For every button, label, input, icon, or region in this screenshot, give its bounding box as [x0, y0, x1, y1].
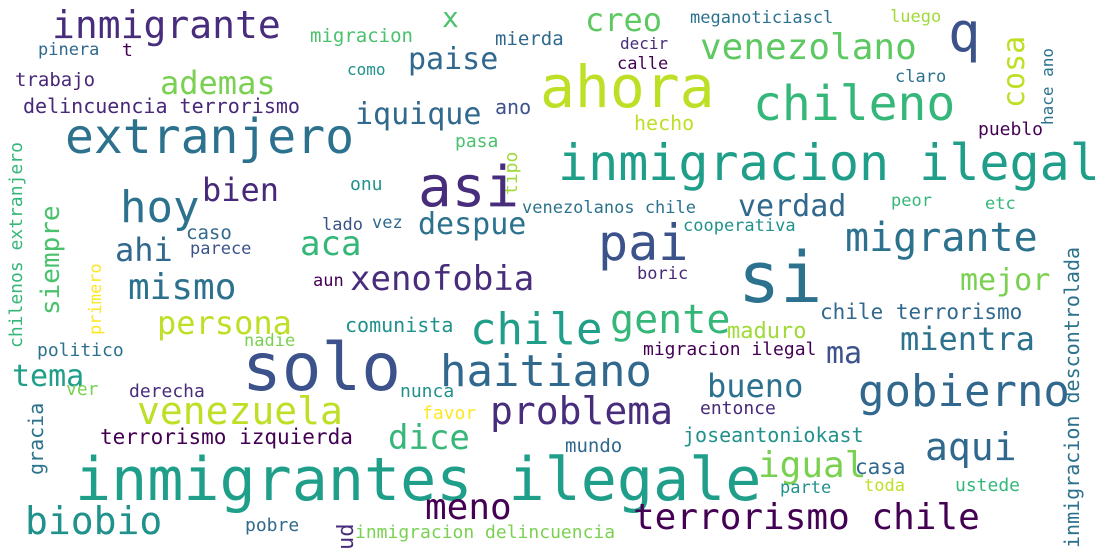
- word-persona: persona: [157, 304, 292, 342]
- word-bien: bien: [202, 171, 280, 209]
- word-maduro: maduro: [727, 319, 807, 344]
- word-delincuencia-terrorismo: delincuencia terrorismo: [23, 94, 300, 118]
- word-creo: creo: [585, 1, 663, 39]
- word-t: t: [122, 40, 133, 61]
- word-meno: meno: [425, 487, 512, 528]
- word-gracia: gracia: [24, 402, 48, 475]
- word-claro: claro: [895, 67, 947, 87]
- word-inmigracion-ilegal: inmigracion ilegal: [558, 134, 1100, 192]
- word-pai: pai: [598, 214, 689, 272]
- word-nadie: nadie: [244, 331, 296, 351]
- word-hace-ano: hace ano: [1038, 47, 1057, 125]
- word-ano: ano: [495, 95, 532, 119]
- word-cooperativa: cooperativa: [683, 216, 796, 236]
- word-problema: problema: [490, 389, 674, 433]
- word-calle: calle: [617, 54, 669, 74]
- word-pobre: pobre: [245, 515, 300, 536]
- word-joseantoniokast: joseantoniokast: [683, 423, 864, 447]
- word-comunista: comunista: [345, 313, 454, 337]
- word-migracion-ilegal: migracion ilegal: [643, 339, 817, 360]
- word-solo: solo: [242, 329, 401, 406]
- word-bueno: bueno: [707, 367, 804, 405]
- word-xenofobia: xenofobia: [350, 259, 535, 299]
- word-chile: chile: [470, 304, 603, 355]
- word-haitiano: haitiano: [440, 346, 652, 397]
- word-iquique: iquique: [355, 97, 482, 132]
- word-pueblo: pueblo: [978, 119, 1044, 140]
- word-casa: casa: [855, 455, 906, 479]
- word-mierda: mierda: [495, 28, 564, 50]
- word-politico: politico: [37, 340, 124, 361]
- word-cosa: cosa: [997, 35, 1032, 108]
- word-paise: paise: [408, 42, 499, 77]
- word-inmigrantes-ilegale: inmigrantes ilegale: [75, 445, 762, 515]
- word-gente: gente: [610, 297, 731, 343]
- word-aca: aca: [300, 224, 362, 264]
- word-q: q: [948, 1, 981, 64]
- word-ahi: ahi: [115, 231, 173, 269]
- word-aun: aun: [313, 271, 344, 291]
- word-venezuela: venezuela: [137, 389, 343, 433]
- word-boric: boric: [637, 264, 689, 284]
- word-decir: decir: [620, 34, 669, 53]
- word-ustede: ustede: [955, 475, 1021, 496]
- word-mismo: mismo: [128, 267, 237, 308]
- word-igual: igual: [758, 445, 867, 486]
- word-terrorismo-izquierda: terrorismo izquierda: [100, 425, 353, 449]
- word-mejor: mejor: [960, 263, 1051, 298]
- word-asi: asi: [418, 155, 520, 220]
- word-ahora: ahora: [540, 53, 715, 121]
- word-etc: etc: [985, 194, 1016, 214]
- word-x: x: [442, 1, 459, 34]
- word-ademas: ademas: [160, 64, 276, 102]
- word-toda: toda: [864, 476, 905, 496]
- word-lado: lado: [322, 215, 363, 235]
- word-mundo: mundo: [565, 435, 623, 457]
- word-luego: luego: [890, 7, 942, 27]
- word-onu: onu: [350, 174, 383, 195]
- word-mientra: mientra: [900, 320, 1035, 358]
- word-nunca: nunca: [400, 381, 455, 402]
- word-aqui: aqui: [925, 425, 1017, 469]
- word-hecho: hecho: [634, 111, 695, 135]
- word-favor: favor: [422, 403, 477, 424]
- word-pasa: pasa: [455, 131, 499, 152]
- word-chileno: chileno: [753, 76, 956, 132]
- word-inmigracion-delincuencia: inmigracion delincuencia: [355, 522, 616, 543]
- word-ver: ver: [66, 379, 99, 400]
- word-como: como: [347, 60, 386, 79]
- word-ma: ma: [826, 336, 863, 371]
- word-caso: caso: [186, 222, 232, 244]
- word-despue: despue: [418, 207, 527, 242]
- word-terrorismo-chile: terrorismo chile: [633, 497, 980, 538]
- word-vez: vez: [372, 213, 403, 233]
- word-dice: dice: [388, 418, 470, 458]
- word-trabajo: trabajo: [15, 69, 96, 91]
- word-parece: parece: [190, 239, 252, 259]
- word-chile-terrorismo: chile terrorismo: [820, 300, 1023, 324]
- word-tema: tema: [12, 359, 85, 394]
- word-gobierno: gobierno: [858, 366, 1070, 417]
- word-migrante: migrante: [845, 215, 1038, 261]
- word-si: si: [738, 237, 823, 319]
- word-pinera: pinera: [38, 40, 100, 60]
- word-derecha: derecha: [129, 381, 205, 402]
- word-biobio: biobio: [25, 499, 163, 543]
- word-hoy: hoy: [120, 182, 200, 233]
- word-extranjero: extranjero: [65, 109, 354, 165]
- word-verdad: verdad: [738, 189, 847, 224]
- word-entonce: entonce: [700, 398, 776, 419]
- word-meganoticiascl: meganoticiascl: [690, 8, 834, 28]
- word-peor: peor: [891, 191, 932, 211]
- word-migracion: migracion: [310, 25, 413, 47]
- word-venezolanos-chile: venezolanos chile: [522, 198, 696, 218]
- word-venezolano: venezolano: [700, 27, 917, 68]
- word-siempre: siempre: [36, 205, 66, 315]
- word-primero: primero: [86, 263, 106, 335]
- word-parte: parte: [780, 478, 832, 498]
- word-chilenos-extranjero: chilenos extranjero: [6, 142, 27, 348]
- word-inmigrante: inmigrante: [52, 3, 281, 47]
